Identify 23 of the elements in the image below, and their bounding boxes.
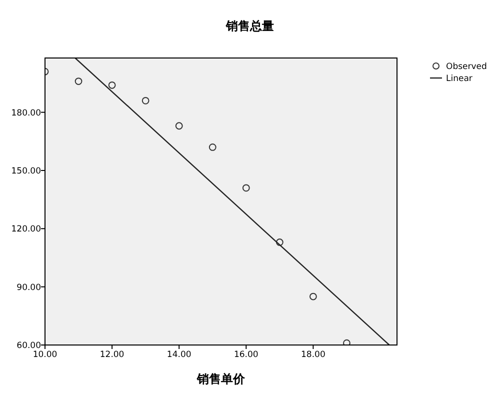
x-axis-title: 销售单价: [196, 372, 246, 386]
x-tick-label: 18.00: [301, 350, 326, 360]
point: [242, 184, 250, 192]
y-tick-label: 90.00: [16, 282, 41, 293]
point: [276, 238, 284, 246]
point: [142, 96, 150, 104]
point: [343, 339, 350, 345]
legend-label: Observed: [446, 62, 487, 72]
x-tick-label: 10.00: [32, 350, 58, 360]
point: [208, 144, 216, 151]
point: [175, 122, 183, 130]
point: [74, 78, 82, 85]
point: [309, 292, 317, 300]
y-tick-label: 60.00: [16, 341, 41, 351]
y-tick-label: 180.00: [11, 108, 41, 118]
x-tick-label: 16.00: [234, 350, 258, 360]
y-tick-label: 120.00: [11, 224, 41, 235]
x-tick-label: 12.00: [100, 350, 124, 360]
point: [108, 81, 116, 89]
chart-title: 销售总量: [225, 19, 274, 33]
legend-label: Linear: [446, 74, 473, 84]
y-tick-label: 150.00: [11, 166, 41, 176]
x-tick-label: 14.00: [166, 350, 192, 360]
